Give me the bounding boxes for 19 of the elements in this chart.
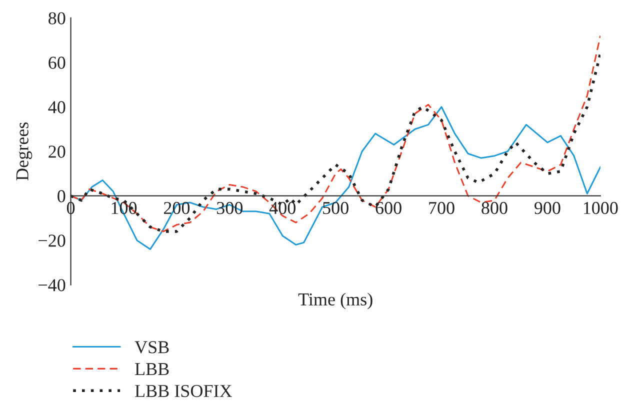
y-tick-label: 40 [48,101,66,114]
x-tick-label: 700 [429,202,454,214]
legend-label: VSB [134,341,169,354]
x-tick-label: 600 [376,202,402,214]
x-tick-label: 400 [269,202,296,214]
x-tick-label: 800 [482,202,508,214]
y-tick-label: 60 [48,56,66,69]
legend-label: LBB ISOFIX [135,384,232,398]
x-axis-title: Time (ms) [298,292,372,310]
y-tick-label: 20 [48,146,66,158]
y-tick-label: −20 [38,234,66,247]
y-tick-label: 80 [48,12,66,24]
legend-label: LBB [135,363,169,376]
y-axis-title: Degrees [16,122,32,180]
y-tick-label: 0 [58,190,66,202]
x-tick-label: 500 [323,202,348,214]
x-tick-label: 1000 [584,202,618,214]
y-tick-label: −40 [38,279,66,292]
x-tick-label: 900 [534,202,560,214]
